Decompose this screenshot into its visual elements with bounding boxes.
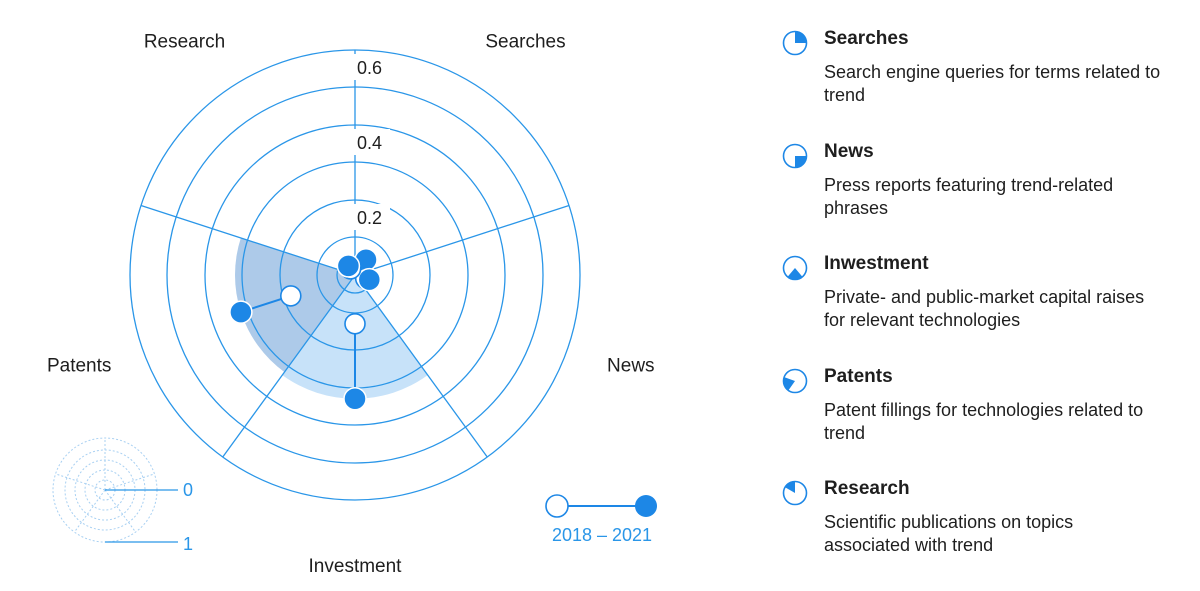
legend-item-research: Research Scientific publications on topi… [780,478,1180,591]
tick-label: 0.2 [357,208,382,228]
legend-title: News [824,140,874,162]
point-2018-patents [279,285,302,307]
legend-desc: Private- and public-market capital raise… [824,287,1145,330]
tick-label: 0.6 [357,58,382,78]
axis-label-research: Research [144,31,225,52]
axis-label-news: News [607,356,655,377]
legend-desc: Press reports featuring trend-related ph… [824,174,1114,218]
point-2021-news [357,267,382,292]
scale-key-low-label: 0 [183,480,193,500]
spoke [354,274,488,458]
tick-label-bg [350,129,390,155]
scale-key-spoke [104,489,137,533]
tick-label: 0.4 [357,133,382,153]
legend-item-investment: Inwestment Private- and public-market ca… [780,253,1180,366]
icon-slice [795,155,807,167]
markers-layer [229,248,382,411]
icon-slice [783,376,795,390]
icon-slice [787,268,803,280]
legend-title: Inwestment [824,253,929,274]
legend-title: Research [824,478,910,499]
axis-labels-layer: Searches News Investment Patents Research [47,31,655,577]
patents-pie-icon [782,368,808,393]
legend-title: Searches [824,28,909,49]
period-key-start-marker [545,494,569,518]
point-2021-patents [229,300,253,324]
ticks-layer: 0.2 0.4 0.6 [350,54,390,230]
legend-item-searches: Searches Search engine queries for terms… [780,28,1180,141]
axis-label-investment: Investment [309,556,403,577]
scale-key-spoke [73,489,106,533]
wedges-layer [234,237,428,399]
point-2018-investment [344,312,366,335]
legend-desc: Scientific publications on topics associ… [824,512,1074,555]
searches-pie-icon [782,30,808,56]
polar-chart: 0.2 0.4 0.6 Searches News Investment Patents R… [47,31,657,577]
period-key: 2018 – 2021 [545,494,657,545]
tick-label-bg [350,54,390,80]
point-2021-research [336,254,361,278]
spokes-layer [140,50,570,458]
icon-slice [795,31,807,43]
scale-key-high-label: 1 [183,534,193,554]
research-pie-icon [782,480,808,506]
legend-title: Patents [824,365,893,387]
legend-item-patents: Patents Patent fillings for technologies… [780,366,1180,479]
news-pie-icon [782,143,808,168]
legend-desc: Patent fillings for technologies related… [824,399,1144,443]
tick-label-bg [350,204,390,230]
axis-label-patents: Patents [47,356,111,377]
spoke [140,204,356,276]
scale-key-spoke [104,473,155,491]
scale-key-spoke [55,473,106,491]
investment-pie-icon [782,255,808,281]
point-2021-investment [343,387,367,411]
legend-item-news: News Press reports featuring trend-relat… [780,141,1180,254]
scale-key: 01 [52,437,193,554]
period-key-end-marker [635,495,657,517]
legend: Searches Search engine queries for terms… [780,28,1180,591]
period-key-label: 2018 – 2021 [552,525,652,545]
axis-label-searches: Searches [485,31,565,52]
spoke [222,274,356,458]
icon-slice [785,481,795,493]
spoke [354,204,570,276]
legend-desc: Search engine queries for terms related … [824,62,1161,105]
